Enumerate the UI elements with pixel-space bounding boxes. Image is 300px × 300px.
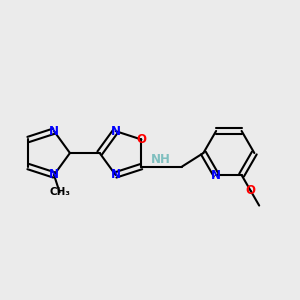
Text: O: O: [246, 184, 256, 197]
Text: NH: NH: [151, 153, 171, 166]
Text: N: N: [49, 124, 59, 138]
Text: O: O: [136, 133, 146, 146]
Text: N: N: [211, 169, 221, 182]
Text: N: N: [49, 169, 59, 182]
Text: CH₃: CH₃: [49, 187, 70, 197]
Text: N: N: [111, 169, 121, 182]
Text: N: N: [111, 124, 121, 138]
